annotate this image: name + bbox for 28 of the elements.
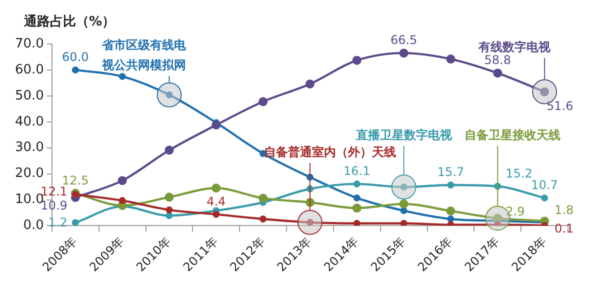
data-label: 15.2 <box>506 166 532 180</box>
series-label: 有线数字电视 <box>478 40 552 54</box>
series-label: 省市区级有线电视公共网模拟网 <box>101 38 188 72</box>
y-tick-label: 60.0 <box>14 62 44 78</box>
data-label: 4.4 <box>206 194 226 208</box>
text: 自备卫星接收天线 <box>464 128 561 142</box>
text: 直播卫星数字电视 <box>354 128 453 142</box>
data-label: 60.0 <box>62 50 89 64</box>
y-tick-label: 50.0 <box>14 88 44 104</box>
data-label: 2.9 <box>506 204 525 218</box>
data-label: 0.1 <box>554 222 574 236</box>
data-label: 1.2 <box>48 216 68 230</box>
data-label: 51.6 <box>546 98 574 113</box>
data-label: 1.8 <box>554 203 574 218</box>
data-label: 10.7 <box>531 178 558 192</box>
y-tick-label: 70.0 <box>14 36 44 52</box>
data-label: 16.1 <box>344 164 370 178</box>
data-label: 15.7 <box>437 165 464 180</box>
y-tick-label: 10.0 <box>14 192 44 208</box>
y-tick-label: 20.0 <box>14 166 44 182</box>
data-label: 66.5 <box>390 33 418 48</box>
data-label: 58.8 <box>484 53 511 68</box>
y-tick-label: 0.0 <box>23 218 44 234</box>
y-tick-label: 30.0 <box>14 140 44 156</box>
y-tick-label: 40.0 <box>14 114 44 130</box>
y-axis-title: 通路占比（%） <box>23 13 116 30</box>
data-label: 12.5 <box>62 173 89 188</box>
text: 自备普通室内（外）天线 <box>264 145 396 160</box>
